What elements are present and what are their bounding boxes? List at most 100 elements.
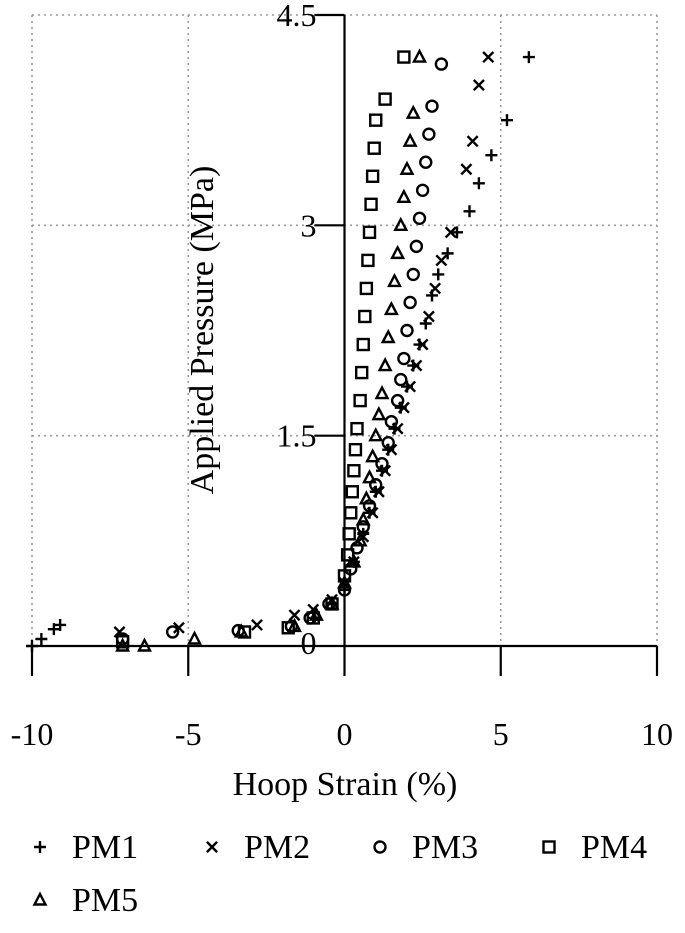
- point-pm4-13: [353, 393, 367, 408]
- legend-marker-pm5: [32, 891, 48, 906]
- point-pm2-3: [288, 609, 301, 622]
- point-pm1-24: [472, 177, 485, 190]
- legend-label-pm2: PM2: [244, 829, 310, 866]
- y-tick-label-1: 1.5: [277, 418, 317, 454]
- axes: -10 -5 0 5 10 0 1.5 3 4.5: [11, 0, 673, 752]
- point-pm3-17: [397, 351, 411, 366]
- series-pm1: [26, 51, 535, 652]
- point-pm2-9: [366, 506, 379, 519]
- point-pm5-4: [287, 617, 302, 633]
- point-pm4-15: [356, 337, 370, 352]
- point-pm3-20: [406, 267, 420, 282]
- point-pm5-14: [368, 427, 384, 442]
- point-pm2-18: [422, 310, 435, 323]
- point-pm4-7: [342, 527, 356, 541]
- point-pm4-9: [345, 485, 360, 499]
- series-pm5: [115, 48, 427, 652]
- x-tick-label-1: -5: [175, 716, 202, 752]
- legend-label-pm1: PM1: [72, 829, 138, 866]
- point-pm1-0: [26, 640, 38, 652]
- point-pm4-25: [397, 50, 411, 64]
- point-pm5-27: [412, 48, 427, 63]
- point-pm5-8: [346, 553, 362, 568]
- point-pm3-27: [434, 57, 449, 71]
- point-pm5-1: [137, 637, 152, 652]
- point-pm5-23: [396, 188, 412, 203]
- point-pm4-23: [369, 113, 383, 127]
- point-pm1-21: [441, 247, 454, 260]
- point-pm4-22: [367, 141, 381, 155]
- series-pm2: [113, 51, 495, 638]
- point-pm5-6: [324, 595, 340, 610]
- point-pm4-12: [350, 421, 364, 436]
- x-tick-label-2: 0: [337, 716, 353, 752]
- x-axis-title: Hoop Strain (%): [233, 766, 458, 803]
- point-pm3-11: [369, 478, 383, 492]
- point-pm5-15: [371, 406, 387, 421]
- point-pm3-23: [415, 183, 430, 197]
- point-pm5-22: [393, 216, 409, 232]
- point-pm2-11: [379, 464, 392, 477]
- point-pm5-3: [233, 623, 249, 638]
- point-pm5-11: [358, 490, 374, 505]
- x-tick-label-0: -10: [11, 716, 54, 752]
- y-tick-label-3: 4.5: [277, 0, 317, 33]
- point-pm2-16: [410, 359, 423, 372]
- point-pm3-22: [412, 211, 427, 226]
- point-pm1-6: [338, 583, 351, 596]
- point-pm3-15: [390, 393, 405, 408]
- point-pm4-19: [362, 225, 377, 240]
- legend-item-pm4: PM4: [542, 829, 647, 866]
- point-pm5-18: [380, 328, 396, 344]
- point-pm1-2: [47, 623, 60, 636]
- point-pm3-14: [384, 414, 399, 429]
- point-pm5-9: [352, 532, 368, 547]
- y-axis-title: Applied Pressure (MPa): [184, 166, 221, 495]
- point-pm2-19: [429, 282, 442, 295]
- point-pm1-23: [463, 205, 476, 218]
- point-pm5-2: [187, 630, 202, 645]
- point-pm4-0: [115, 635, 130, 649]
- point-pm5-12: [362, 469, 377, 484]
- series-pm3: [115, 57, 449, 646]
- point-pm4-16: [358, 309, 372, 324]
- point-pm2-2: [251, 619, 263, 631]
- x-tick-label-4: 10: [641, 716, 673, 752]
- point-pm3-19: [403, 295, 417, 310]
- point-pm2-1: [172, 621, 185, 634]
- point-pm4-3: [306, 611, 320, 625]
- point-pm1-22: [451, 226, 463, 239]
- legend-item-pm1: PM1: [34, 829, 138, 866]
- point-pm2-23: [466, 135, 479, 148]
- legend-label-pm5: PM5: [72, 882, 138, 919]
- point-pm5-25: [402, 132, 418, 147]
- point-pm5-24: [399, 160, 415, 175]
- point-pm3-12: [375, 457, 389, 471]
- point-pm1-27: [522, 51, 535, 64]
- y-tick-label-2: 3: [301, 207, 317, 243]
- point-pm5-7: [337, 574, 352, 589]
- legend-label-pm4: PM4: [581, 829, 647, 866]
- point-pm5-21: [390, 244, 406, 260]
- point-pm5-26: [405, 104, 421, 119]
- legend-marker-pm4: [542, 840, 556, 854]
- point-pm4-18: [361, 253, 375, 268]
- legend: PM1 PM2 PM3 PM4 PM5: [32, 829, 647, 919]
- point-pm4-21: [365, 169, 380, 183]
- point-pm1-25: [485, 149, 498, 162]
- point-pm3-13: [381, 435, 395, 450]
- point-pm2-24: [472, 79, 485, 92]
- point-pm1-3: [54, 618, 67, 631]
- point-pm4-8: [344, 506, 358, 520]
- point-pm2-20: [435, 254, 448, 267]
- point-pm5-13: [365, 448, 381, 463]
- legend-marker-pm3: [373, 840, 387, 854]
- point-pm3-1: [165, 625, 180, 639]
- point-pm4-20: [364, 197, 378, 212]
- point-pm3-16: [394, 372, 408, 387]
- legend-item-pm5: PM5: [32, 882, 138, 919]
- point-pm4-11: [348, 442, 363, 457]
- point-pm4-17: [359, 281, 374, 296]
- series-pm4: [115, 50, 411, 649]
